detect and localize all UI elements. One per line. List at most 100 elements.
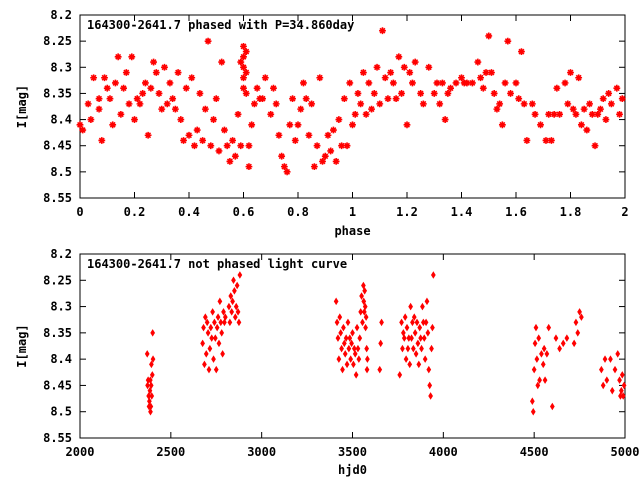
data-point xyxy=(133,95,141,103)
data-point xyxy=(362,110,370,118)
data-point xyxy=(275,131,283,139)
data-point xyxy=(213,365,219,374)
data-point xyxy=(564,334,570,342)
data-point xyxy=(361,297,367,306)
data-point xyxy=(283,168,291,176)
data-point xyxy=(425,63,433,71)
data-point xyxy=(148,402,154,411)
data-point xyxy=(354,323,360,332)
data-point xyxy=(536,334,542,342)
data-point xyxy=(202,360,207,369)
data-point xyxy=(117,110,125,118)
data-point xyxy=(174,69,182,76)
data-point xyxy=(544,350,550,358)
data-point xyxy=(365,79,373,87)
data-point xyxy=(95,105,103,113)
data-point xyxy=(240,74,247,82)
data-point xyxy=(534,355,540,363)
data-point xyxy=(203,350,209,358)
data-point xyxy=(410,318,415,327)
data-point xyxy=(251,100,258,108)
data-point xyxy=(485,32,493,40)
data-point xyxy=(515,95,523,103)
data-point xyxy=(109,121,117,129)
data-point xyxy=(150,329,156,337)
data-point xyxy=(245,163,253,171)
data-point xyxy=(413,350,419,358)
data-point xyxy=(147,386,153,395)
data-point xyxy=(261,74,269,82)
data-point xyxy=(180,137,187,144)
data-point xyxy=(302,95,310,103)
data-point xyxy=(278,152,286,160)
data-point xyxy=(575,329,581,337)
data-point xyxy=(542,137,550,144)
data-point xyxy=(330,126,337,134)
data-point xyxy=(591,142,599,150)
data-point xyxy=(210,308,215,316)
data-point xyxy=(350,329,355,337)
data-point xyxy=(234,281,240,290)
x-tick-label: 4000 xyxy=(429,445,458,459)
data-point xyxy=(149,392,155,400)
data-point xyxy=(234,110,242,118)
data-point xyxy=(588,110,596,118)
data-point xyxy=(149,371,155,379)
data-point xyxy=(139,90,147,97)
data-point xyxy=(240,63,247,71)
data-point xyxy=(493,105,501,113)
data-point xyxy=(608,355,613,363)
data-point xyxy=(363,313,369,321)
data-point xyxy=(429,344,434,353)
data-point xyxy=(235,308,241,316)
data-point xyxy=(430,271,436,279)
data-point xyxy=(520,100,528,108)
data-point xyxy=(200,339,205,348)
data-point xyxy=(553,334,559,342)
data-point xyxy=(428,392,433,400)
data-point xyxy=(204,318,210,327)
data-point xyxy=(211,355,216,363)
data-point xyxy=(136,100,144,108)
y-tick-label: 8.55 xyxy=(43,431,72,445)
data-point xyxy=(87,116,95,123)
data-point xyxy=(332,158,340,165)
data-point xyxy=(220,350,225,358)
data-point xyxy=(607,100,615,108)
data-point xyxy=(221,126,228,134)
data-point xyxy=(361,308,367,316)
data-point xyxy=(415,339,421,348)
data-point xyxy=(360,318,365,327)
data-point xyxy=(615,350,621,358)
data-point xyxy=(477,74,484,82)
data-point xyxy=(161,63,168,71)
data-point xyxy=(209,334,215,342)
data-point xyxy=(362,302,368,311)
data-point xyxy=(242,69,250,76)
data-point xyxy=(316,74,324,82)
y-tick-label: 8.45 xyxy=(43,139,72,153)
data-point xyxy=(407,360,413,369)
data-point xyxy=(490,90,498,97)
y-tick-label: 8.35 xyxy=(43,86,72,100)
data-point xyxy=(379,318,384,327)
data-point xyxy=(488,69,495,76)
data-point xyxy=(365,355,370,363)
data-point xyxy=(221,308,226,316)
data-point xyxy=(531,365,537,374)
y-tick-label: 8.4 xyxy=(50,352,72,366)
data-point xyxy=(416,360,422,369)
x-tick-label: 1.4 xyxy=(451,205,473,219)
data-point xyxy=(529,397,535,405)
data-point xyxy=(219,329,225,337)
data-point xyxy=(313,142,321,150)
data-point xyxy=(158,105,166,113)
y-tick-label: 8.25 xyxy=(43,34,72,48)
data-point xyxy=(222,313,228,321)
data-point xyxy=(539,350,544,358)
data-point xyxy=(188,74,196,82)
data-point xyxy=(452,79,460,87)
data-point xyxy=(338,329,344,337)
data-point xyxy=(305,131,313,139)
data-point xyxy=(152,69,160,76)
